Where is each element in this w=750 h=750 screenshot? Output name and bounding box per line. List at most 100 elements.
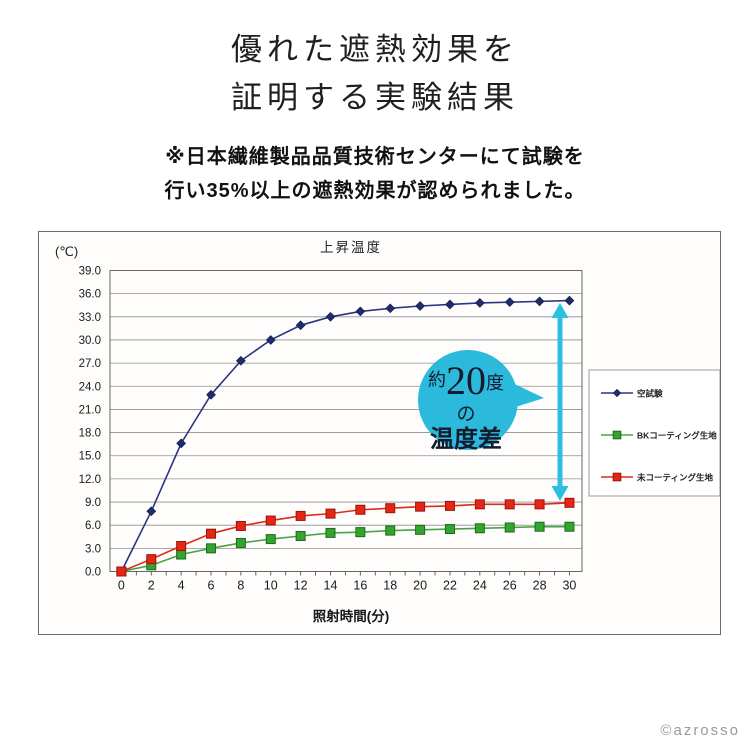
arrow-shaft xyxy=(557,315,563,489)
x-tick-labels: 0 2 4 6 8 10 12 14 16 18 20 22 24 26 28 30 xyxy=(118,579,577,593)
arrow-head-down-icon xyxy=(551,486,569,501)
x-tick-label: 24 xyxy=(473,579,487,593)
data-point xyxy=(415,501,426,512)
x-tick-label: 30 xyxy=(562,579,576,593)
legend-marker-icon xyxy=(612,388,622,398)
y-tick-label: 27.0 xyxy=(79,358,101,370)
y-tick-labels: 0.0 3.0 6.0 9.0 12.0 15.0 18.0 21.0 24.0 27.0 30.0… xyxy=(79,265,101,578)
x-tick-label: 4 xyxy=(178,579,185,593)
data-point xyxy=(295,320,306,331)
y-tick-label: 24.0 xyxy=(79,381,101,393)
data-point xyxy=(444,524,455,535)
x-tick-label: 2 xyxy=(148,579,155,593)
y-tick-label: 18.0 xyxy=(79,428,101,440)
data-point xyxy=(116,566,127,577)
y-tick-label: 39.0 xyxy=(79,265,101,277)
data-point xyxy=(355,306,366,317)
data-point xyxy=(295,530,306,541)
y-tick-label: 21.0 xyxy=(79,404,101,416)
legend-box xyxy=(588,369,720,497)
x-tick-label: 12 xyxy=(294,579,308,593)
data-point xyxy=(265,515,276,526)
data-point xyxy=(235,537,246,548)
x-tick-label: 28 xyxy=(533,579,547,593)
plot-border xyxy=(109,270,583,572)
data-point xyxy=(265,534,276,545)
axis-ticks xyxy=(120,571,570,576)
data-point xyxy=(355,527,366,538)
x-tick-label: 16 xyxy=(353,579,367,593)
data-point xyxy=(415,524,426,535)
y-tick-label: 6.0 xyxy=(85,520,101,532)
y-tick-label: 12.0 xyxy=(79,474,101,486)
series-plot xyxy=(116,295,575,577)
y-tick-label: 9.0 xyxy=(85,497,101,509)
page-title: 優れた遮熱効果を 証明する実験結果 xyxy=(0,26,750,122)
data-point xyxy=(176,541,187,552)
y-tick-label: 33.0 xyxy=(79,312,101,324)
legend-marker-icon xyxy=(612,430,622,440)
data-point xyxy=(295,510,306,521)
page-subtitle-line1: ※日本繊維製品品質技術センターにて試験を xyxy=(165,146,585,168)
data-point xyxy=(474,499,485,510)
data-point xyxy=(146,506,157,517)
x-tick-label: 8 xyxy=(237,579,244,593)
x-axis-title: 照射時間(分) xyxy=(313,608,390,624)
legend-item-label: BKコーティング生地 xyxy=(637,431,717,441)
x-tick-label: 22 xyxy=(443,579,457,593)
data-point xyxy=(236,355,246,366)
x-tick-label: 26 xyxy=(503,579,517,593)
arrow-head-up-icon xyxy=(551,303,569,318)
x-tick-label: 6 xyxy=(208,579,215,593)
data-point xyxy=(325,508,336,519)
legend-item-label: 未コーティング生地 xyxy=(636,473,713,483)
bubble-suffix: 度 xyxy=(486,373,504,393)
x-tick-label: 14 xyxy=(324,579,338,593)
legend-marker-icon xyxy=(612,472,622,482)
data-point xyxy=(235,520,246,531)
temperature-chart: (℃) 上昇温度 0.0 3.0 6.0 9.0 12.0 15.0 18.0 21.0 24.… xyxy=(38,231,721,635)
data-point xyxy=(504,499,515,510)
x-tick-label: 20 xyxy=(413,579,427,593)
bubble-middle: の xyxy=(456,404,475,425)
page-subtitle-line2: 行い35%以上の遮熱効果が認められました。 xyxy=(164,180,586,202)
y-tick-label: 36.0 xyxy=(79,289,101,301)
data-point xyxy=(385,525,396,536)
data-point xyxy=(206,543,217,554)
data-point xyxy=(176,549,187,560)
data-point xyxy=(474,523,485,534)
data-point xyxy=(265,335,276,345)
x-tick-label: 0 xyxy=(118,579,125,593)
series-line-BKコーティング生地 xyxy=(121,525,570,573)
bubble-line1: 約20度 xyxy=(428,358,504,403)
copyright-watermark: ©azrosso xyxy=(660,722,740,739)
chart-svg: (℃) 上昇温度 0.0 3.0 6.0 9.0 12.0 15.0 18.0 21.0 24.… xyxy=(55,240,720,624)
data-point xyxy=(355,504,366,515)
data-point xyxy=(325,311,336,322)
chart-title: 上昇温度 xyxy=(320,240,382,255)
data-point xyxy=(146,554,157,565)
bubble-circle xyxy=(418,350,518,450)
data-point xyxy=(206,389,216,400)
data-point xyxy=(534,296,545,307)
data-point xyxy=(564,295,575,306)
y-tick-label: 0.0 xyxy=(85,567,101,579)
plot-area-border xyxy=(109,270,583,572)
page-title-line1: 優れた遮熱効果を xyxy=(231,32,519,67)
data-point xyxy=(504,522,515,533)
data-point xyxy=(415,301,425,311)
series-line-未コーティング生地 xyxy=(121,502,570,573)
y-axis-unit-label: (℃) xyxy=(55,244,78,259)
x-tick-label: 18 xyxy=(383,579,397,593)
bubble-label: 温度差 xyxy=(430,425,502,453)
legend-item-label: 空試験 xyxy=(637,389,663,399)
data-point xyxy=(444,500,455,511)
data-point xyxy=(176,438,187,449)
data-point xyxy=(325,527,336,538)
data-point xyxy=(564,521,575,532)
page-subtitle: ※日本繊維製品品質技術センターにて試験を 行い35%以上の遮熱効果が認められまし… xyxy=(0,140,750,208)
bubble-value: 20 xyxy=(446,358,486,403)
series-line-空試験 xyxy=(120,299,570,572)
